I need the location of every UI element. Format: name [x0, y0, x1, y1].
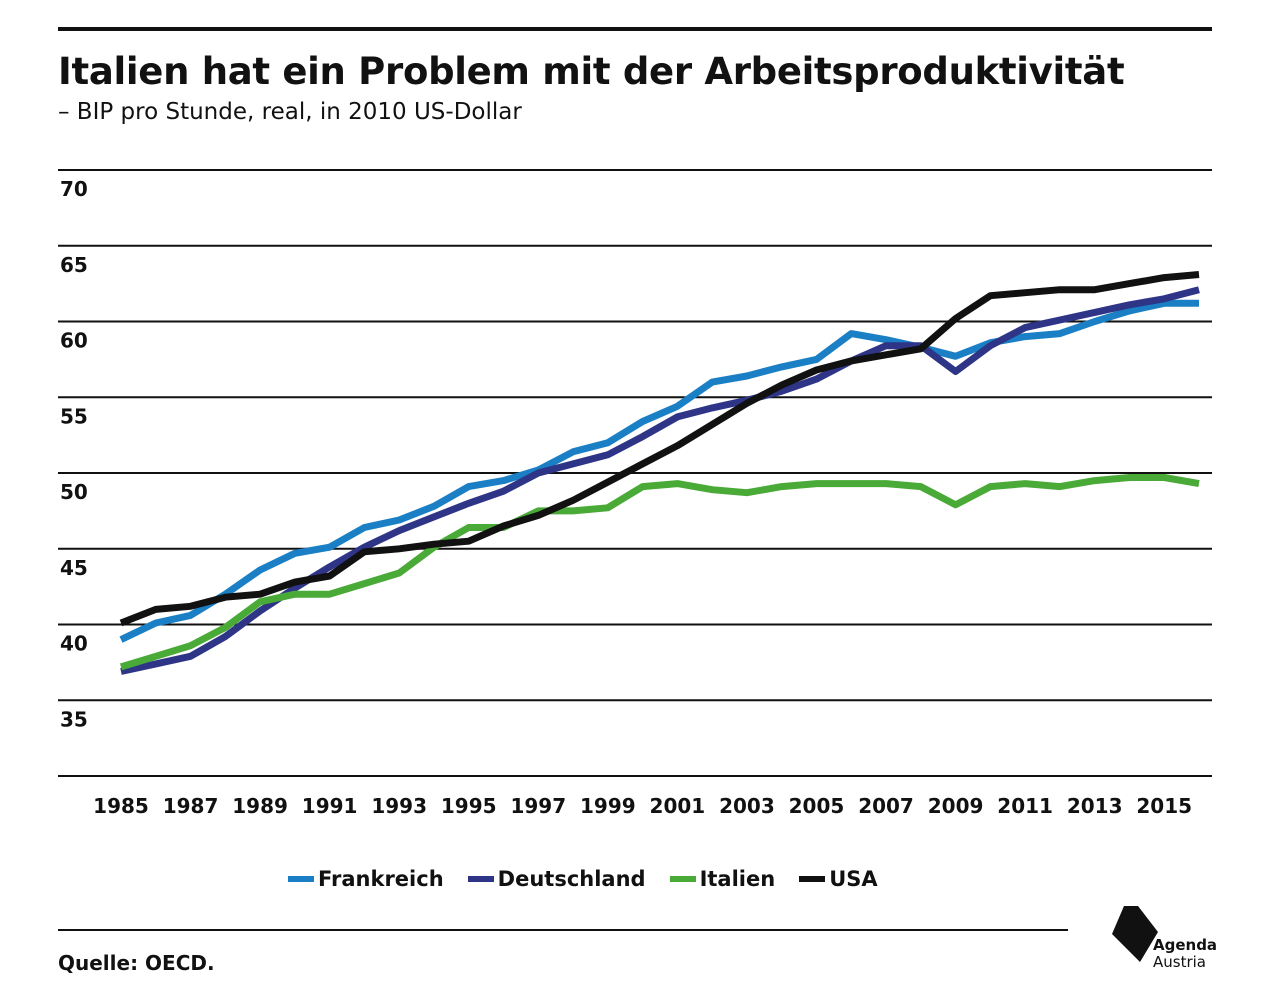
x-axis-tick-labels: 1985 1987 1989 1991 1993 1995 1997 1999 2001 2003… — [93, 794, 1192, 818]
x-tick-label: 2007 — [858, 794, 914, 818]
x-tick-label: 1985 — [93, 794, 149, 818]
legend-item-deutschland: Deutschland — [467, 867, 646, 891]
series-line-frankreich — [119, 299, 1199, 643]
x-tick-label: 2005 — [789, 794, 845, 818]
gridlines — [58, 169, 1212, 777]
legend: Frankreich Deutschland Italien USA — [288, 867, 902, 891]
x-tick-label: 1991 — [302, 794, 358, 818]
series-line-usa — [119, 271, 1200, 627]
y-tick-label: 50 — [60, 480, 88, 504]
x-tick-label: 2001 — [650, 794, 706, 818]
y-tick-label: 60 — [60, 329, 88, 353]
x-tick-label: 1989 — [232, 794, 288, 818]
legend-swatch — [669, 876, 696, 882]
legend-label: Deutschland — [497, 867, 646, 891]
x-tick-label: 1987 — [163, 794, 219, 818]
x-tick-label: 2015 — [1136, 794, 1192, 818]
legend-swatch — [288, 876, 314, 882]
y-tick-label: 55 — [60, 404, 88, 428]
chart-subtitle: – BIP pro Stunde, real, in 2010 US-Dolla… — [58, 99, 522, 125]
y-tick-label: 65 — [60, 253, 88, 277]
series-line-italien — [119, 474, 1200, 671]
y-tick-label: 40 — [60, 632, 88, 656]
y-tick-label: 70 — [60, 177, 88, 201]
y-tick-label: 45 — [60, 556, 88, 580]
legend-item-italien: Italien — [669, 867, 776, 891]
x-tick-label: 2011 — [997, 794, 1053, 818]
chart-title: Italien hat ein Problem mit der Arbeitsp… — [58, 50, 1125, 93]
legend-item-usa: USA — [799, 867, 878, 891]
line-chart: 35 40 45 50 55 60 65 70 1985 1987 1989 1991 1993 199… — [58, 169, 1212, 818]
x-tick-label: 2013 — [1067, 794, 1123, 818]
bottom-rule — [58, 929, 1068, 931]
logo-text-austria: Austria — [1153, 953, 1206, 971]
x-tick-label: 2003 — [719, 794, 775, 818]
x-tick-label: 1993 — [371, 794, 427, 818]
legend-swatch — [467, 876, 494, 882]
top-rule — [58, 27, 1212, 31]
legend-swatch — [799, 876, 826, 882]
x-tick-label: 1995 — [441, 794, 497, 818]
legend-label: USA — [829, 867, 878, 891]
legend-label: Frankreich — [318, 867, 444, 891]
legend-label: Italien — [699, 867, 776, 891]
series-line-deutschland — [120, 286, 1200, 675]
y-axis-tick-labels: 35 40 45 50 55 60 65 70 — [60, 177, 88, 731]
logo-text-agenda: Agenda — [1153, 936, 1218, 954]
legend-item-frankreich: Frankreich — [288, 867, 444, 891]
x-tick-label: 1997 — [510, 794, 566, 818]
series-lines — [119, 271, 1200, 675]
y-tick-label: 35 — [60, 707, 88, 731]
source-note: Quelle: OECD. — [58, 951, 215, 975]
x-tick-label: 1999 — [580, 794, 636, 818]
agenda-austria-logo — [1112, 906, 1158, 962]
x-tick-label: 2009 — [928, 794, 984, 818]
